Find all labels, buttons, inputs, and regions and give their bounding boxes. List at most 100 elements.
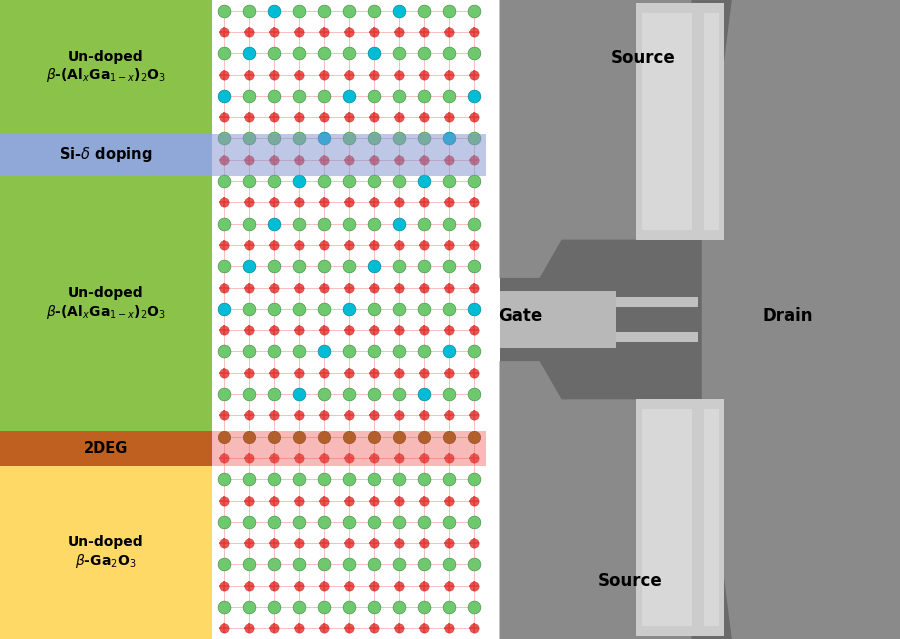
Point [266,325,281,335]
Point [292,112,306,122]
Point [392,623,406,633]
Point [266,581,281,591]
Text: Un-doped
$\beta$-(Al$_x$Ga$_{1-x}$)$_2$O$_3$: Un-doped $\beta$-(Al$_x$Ga$_{1-x}$)$_2$O… [46,286,166,321]
Bar [0,134,212,176]
Point [266,240,281,250]
Point [466,517,481,527]
Point [366,282,381,293]
Point [366,538,381,548]
Point [441,304,455,314]
Point [242,517,256,527]
Point [466,367,481,378]
Point [441,538,455,548]
Point [441,282,455,293]
Point [217,134,231,144]
Point [366,581,381,591]
Point [292,581,306,591]
Text: Gate: Gate [498,307,543,325]
Point [417,197,431,208]
Point [217,197,231,208]
Point [292,431,306,442]
Point [317,538,331,548]
Point [341,346,356,357]
Point [366,367,381,378]
Point [366,240,381,250]
Point [217,240,231,250]
Point [441,219,455,229]
Point [217,176,231,186]
Point [266,453,281,463]
Point [242,176,256,186]
Point [392,538,406,548]
Point [417,6,431,16]
Point [242,261,256,272]
Point [466,559,481,569]
Point [441,581,455,591]
Point [366,304,381,314]
Point [466,538,481,548]
Polygon shape [702,0,900,639]
Point [441,346,455,357]
Point [317,282,331,293]
Point [341,176,356,186]
Point [266,134,281,144]
Point [417,282,431,293]
Point [242,431,256,442]
Point [292,70,306,80]
Point [317,325,331,335]
Point [217,517,231,527]
Point [417,91,431,101]
Point [242,367,256,378]
Point [441,367,455,378]
Point [392,495,406,505]
Point [217,410,231,420]
Point [317,27,331,37]
Point [266,197,281,208]
Point [217,261,231,272]
Point [392,70,406,80]
Point [441,155,455,165]
Point [366,623,381,633]
Point [317,623,331,633]
Point [292,517,306,527]
Point [242,410,256,420]
Point [292,282,306,293]
Point [417,538,431,548]
Point [417,304,431,314]
Point [417,112,431,122]
Point [317,240,331,250]
Point [217,155,231,165]
Point [392,240,406,250]
Point [392,27,406,37]
Point [317,112,331,122]
Point [466,70,481,80]
Point [292,367,306,378]
Point [366,134,381,144]
Point [292,240,306,250]
Point [266,112,281,122]
Point [392,559,406,569]
Point [242,134,256,144]
Point [292,27,306,37]
Point [317,282,331,293]
Point [392,219,406,229]
Point [366,70,381,80]
Point [217,559,231,569]
Point [292,453,306,463]
Point [341,602,356,612]
Point [341,27,356,37]
Point [317,325,331,335]
Point [392,495,406,505]
Point [266,495,281,505]
Bar [212,0,486,639]
Point [317,240,331,250]
Point [417,495,431,505]
Bar [0,176,212,431]
Point [417,367,431,378]
Point [317,27,331,37]
Point [266,431,281,442]
Point [266,538,281,548]
Point [441,27,455,37]
Point [441,495,455,505]
Point [266,91,281,101]
